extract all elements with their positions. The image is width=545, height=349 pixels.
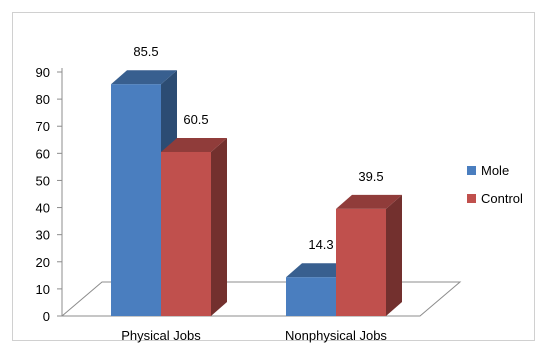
y-axis: 0 10 20 30 40 50 60 70 80 90 bbox=[36, 65, 63, 324]
y-tick-label: 20 bbox=[36, 255, 50, 270]
legend: Mole Control bbox=[467, 163, 523, 206]
y-tick-label: 70 bbox=[36, 119, 50, 134]
legend-swatch-control bbox=[467, 194, 476, 203]
data-label: 39.5 bbox=[358, 169, 383, 184]
bar-front bbox=[336, 208, 386, 316]
bar-top bbox=[111, 70, 177, 85]
category-label: Nonphysical Jobs bbox=[285, 328, 387, 343]
y-tick-label: 50 bbox=[36, 173, 50, 188]
y-tick-label: 0 bbox=[43, 309, 50, 324]
category-label: Physical Jobs bbox=[121, 328, 201, 343]
bar-top bbox=[286, 263, 352, 278]
y-tick-label: 10 bbox=[36, 282, 50, 297]
bar-control-0 bbox=[161, 137, 227, 316]
bar-side bbox=[386, 194, 402, 316]
legend-label-mole: Mole bbox=[481, 163, 509, 178]
bar-front bbox=[286, 277, 336, 316]
bar-top bbox=[161, 137, 227, 152]
y-tick-label: 90 bbox=[36, 65, 50, 80]
legend-label-control: Control bbox=[481, 191, 523, 206]
legend-swatch-mole bbox=[467, 166, 476, 175]
data-labels: 85.5 60.5 14.3 39.5 bbox=[133, 44, 383, 252]
bars bbox=[111, 70, 402, 316]
data-label: 14.3 bbox=[308, 237, 333, 252]
x-axis: Physical Jobs Nonphysical Jobs bbox=[121, 328, 387, 343]
data-label: 85.5 bbox=[133, 44, 158, 59]
bar-front bbox=[161, 151, 211, 316]
bar-control-1 bbox=[336, 194, 402, 316]
bar-top bbox=[336, 194, 402, 209]
bar-front bbox=[111, 84, 161, 316]
y-tick-label: 80 bbox=[36, 92, 50, 107]
y-tick-label: 40 bbox=[36, 201, 50, 216]
y-tick-label: 60 bbox=[36, 146, 50, 161]
bar-side bbox=[211, 137, 227, 316]
y-tick-label: 30 bbox=[36, 228, 50, 243]
data-label: 60.5 bbox=[183, 112, 208, 127]
